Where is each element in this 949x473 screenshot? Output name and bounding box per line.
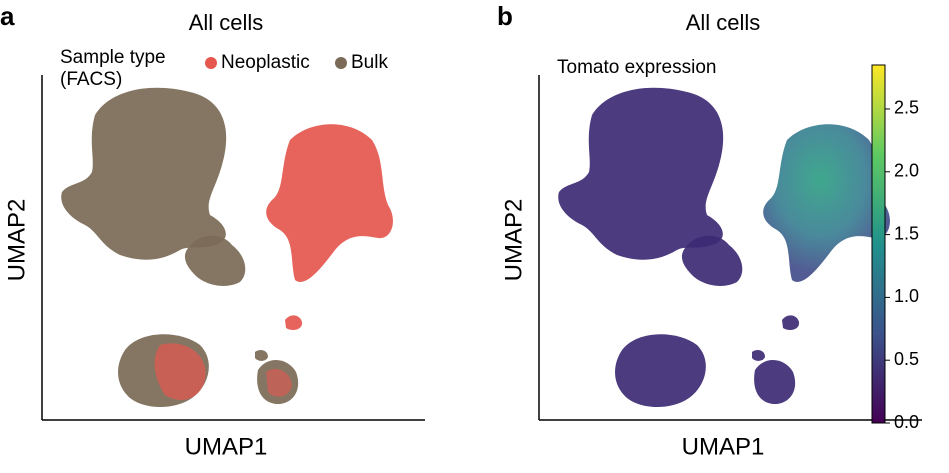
- panel-title: All cells: [189, 10, 264, 35]
- cell-cluster: [61, 87, 227, 260]
- colorbar-tick-label: 2.0: [894, 161, 919, 181]
- cell-cluster: [681, 235, 743, 286]
- cell-cluster: [285, 315, 303, 330]
- cell-cluster: [763, 124, 890, 282]
- cell-cluster: [266, 124, 393, 282]
- panel-title: All cells: [686, 10, 761, 35]
- colorbar-tick-label: 2.5: [894, 98, 919, 118]
- cell-cluster-overlay: [266, 368, 292, 397]
- cell-cluster-overlay: [154, 343, 206, 400]
- panel-letter: a: [0, 1, 15, 31]
- colorbar-tick-label: 1.0: [894, 286, 919, 306]
- colorbar-label: Tomato expression: [557, 57, 716, 78]
- colorbar-tick-label: 1.5: [894, 223, 919, 243]
- y-axis-label: UMAP2: [3, 199, 30, 282]
- cell-cluster: [782, 315, 800, 330]
- x-axis-label: UMAP1: [682, 433, 765, 460]
- x-axis-label: UMAP1: [185, 433, 268, 460]
- cell-cluster: [615, 334, 706, 407]
- cell-cluster: [255, 349, 268, 361]
- panel: b All cells UMAP1 UMAP2 Tomato expression 0.0…: [497, 1, 922, 460]
- colorbar-tick-label: 0.5: [894, 349, 919, 369]
- legend-title: Sample type: [60, 47, 166, 68]
- cell-cluster: [752, 349, 765, 361]
- colorbar-tick-label: 0.0: [894, 412, 919, 432]
- colorbar: [871, 64, 886, 424]
- legend-label: Neoplastic: [221, 52, 310, 73]
- legend-title: (FACS): [60, 69, 122, 90]
- panel-letter: b: [497, 1, 513, 31]
- legend-label: Bulk: [351, 52, 388, 73]
- cell-cluster: [754, 360, 796, 405]
- cell-cluster: [184, 235, 246, 286]
- legend-marker: [205, 57, 217, 69]
- legend-marker: [335, 57, 347, 69]
- cell-cluster: [558, 87, 724, 260]
- y-axis-label: UMAP2: [500, 199, 527, 282]
- panel: a All cells UMAP1 UMAP2 Sample type(FACS) Neo…: [0, 1, 425, 460]
